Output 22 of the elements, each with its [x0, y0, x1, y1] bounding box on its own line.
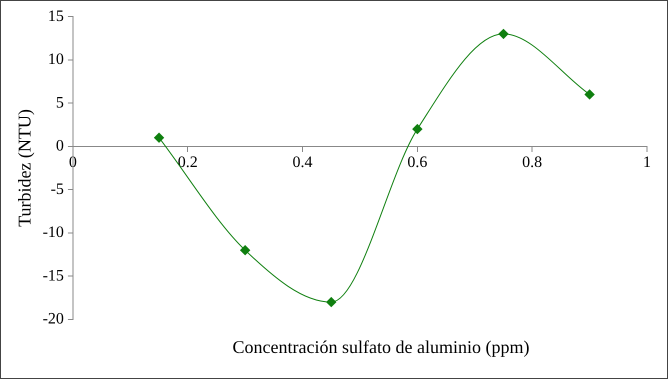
x-tick-label: 0.8 [522, 154, 542, 172]
point [154, 132, 164, 143]
y-tick-label: -10 [42, 224, 64, 242]
x-tick-label: 0 [68, 154, 77, 172]
x-tick-label: 1 [643, 154, 651, 172]
y-tick-label: 15 [48, 8, 64, 25]
point [412, 124, 422, 134]
y-tick-label: -20 [42, 310, 64, 328]
y-tick-label: -5 [50, 180, 64, 198]
point [240, 245, 250, 256]
x-tick-label: 0.6 [407, 154, 428, 172]
y-tick-label: 5 [56, 94, 64, 112]
point [326, 297, 336, 308]
x-axis-title: Concentración sulfato de aluminio (ppm) [232, 337, 530, 358]
y-axis-title: Turbidez (NTU) [14, 109, 35, 227]
y-tick-label: 0 [56, 138, 64, 155]
x-tick-label: 0.2 [178, 154, 198, 172]
y-tick-label: -15 [42, 267, 64, 284]
x-tick-label: 0.4 [292, 154, 313, 172]
y-tick-label: 10 [48, 51, 64, 68]
point [584, 89, 595, 100]
point [498, 28, 508, 39]
